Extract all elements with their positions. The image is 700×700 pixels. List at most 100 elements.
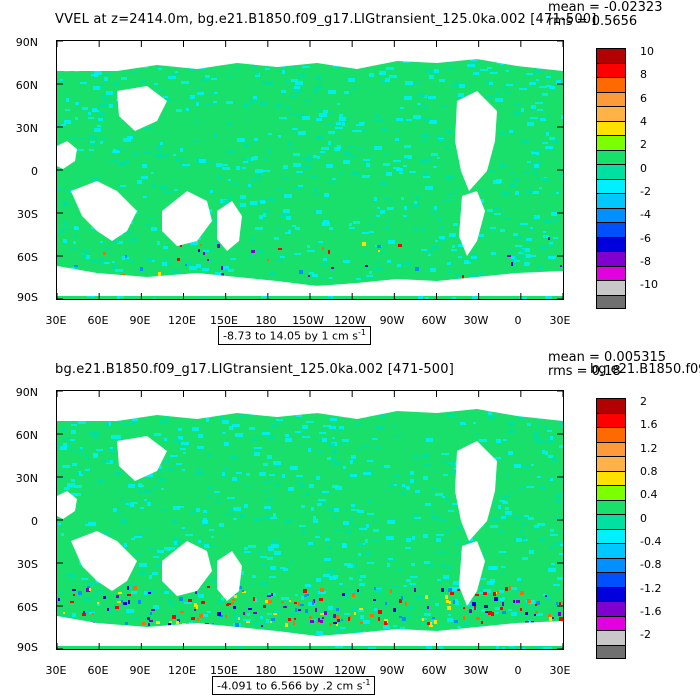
- land-mass: [57, 491, 77, 519]
- lat-label: 60N: [15, 429, 38, 442]
- lat-label: 0: [31, 515, 38, 528]
- lon-label: 0: [514, 314, 522, 327]
- lon-label: 90W: [379, 664, 405, 677]
- land-mass: [71, 181, 137, 241]
- lon-label: 60E: [87, 664, 109, 677]
- colorbar-cell: [596, 135, 626, 150]
- land-mass: [57, 41, 563, 71]
- land-mass: [57, 266, 563, 296]
- colorbar-cell: [596, 572, 626, 587]
- lon-label: 90W: [379, 314, 405, 327]
- colorbar-label: 4: [640, 115, 647, 128]
- colorbar-cell: [596, 630, 626, 645]
- colorbar-cell: [596, 543, 626, 558]
- range-unit-exponent: -1: [362, 678, 371, 687]
- colorbar-label: -1.6: [640, 605, 662, 618]
- lon-label: 90E: [129, 314, 151, 327]
- lon-label: 90E: [129, 664, 151, 677]
- contour-range-box: -4.091 to 6.566 by .2 cm s-1: [212, 676, 376, 695]
- ocean-velocity-map: [57, 41, 563, 299]
- colorbar-cell: [596, 164, 626, 179]
- colorbar-cell: [596, 427, 626, 442]
- mean-value: mean = 0.005315: [548, 350, 667, 365]
- rms-value: rms = 0.5656: [548, 14, 638, 29]
- colorbar-label: 10: [640, 45, 654, 58]
- colorbar-cell: [596, 528, 626, 543]
- colorbar-cell: [596, 77, 626, 92]
- lat-label: 30N: [15, 472, 38, 485]
- colorbar-label: 2: [640, 138, 647, 151]
- land-mass: [162, 541, 212, 596]
- lon-label: 30E: [45, 664, 67, 677]
- colorbar-label: 8: [640, 68, 647, 81]
- lon-label: 0: [514, 664, 522, 677]
- overlapping-title: bg.e21.B1850.f09_g1: [590, 362, 700, 377]
- lon-label: 60E: [87, 314, 109, 327]
- colorbar-cell: [596, 149, 626, 164]
- colorbar-label: -10: [640, 278, 658, 291]
- colorbar-label: -6: [640, 232, 651, 245]
- lon-label: 150W: [292, 314, 324, 327]
- lat-label: 60S: [17, 251, 38, 264]
- land-mass: [459, 541, 485, 606]
- land-mass: [71, 531, 137, 591]
- colorbar-label: 0.8: [640, 465, 658, 478]
- lon-label: 60W: [421, 664, 447, 677]
- ocean-velocity-map: [57, 391, 563, 649]
- rms-value: rms = 0.18: [548, 364, 621, 379]
- panel-title: bg.e21.B1850.f09_g17.LIGtransient_125.0k…: [55, 362, 455, 377]
- land-mass: [459, 191, 485, 256]
- colorbar-cell: [596, 178, 626, 193]
- colorbar-cell: [596, 644, 626, 659]
- colorbar-cell: [596, 62, 626, 77]
- mean-value: mean = -0.02323: [548, 0, 663, 15]
- lon-label: 150E: [210, 664, 238, 677]
- colorbar-cell: [596, 294, 626, 309]
- colorbar-label: -8: [640, 255, 651, 268]
- lon-label: 150E: [210, 314, 238, 327]
- map-panel-bottom: bg.e21.B1850.f09_g17.LIGtransient_125.0k…: [0, 350, 700, 700]
- range-text: -4.091 to 6.566 by .2 cm s: [217, 679, 363, 693]
- colorbar-label: 2: [640, 395, 647, 408]
- lon-label: 120W: [334, 664, 366, 677]
- colorbar-cell: [596, 265, 626, 280]
- colorbar-cell: [596, 456, 626, 471]
- colorbar-cell: [596, 485, 626, 500]
- lon-label: 180: [255, 664, 277, 677]
- land-mass: [217, 551, 242, 601]
- colorbar-cell: [596, 222, 626, 237]
- colorbar-cell: [596, 48, 626, 63]
- colorbar-label: 6: [640, 92, 647, 105]
- colorbar-cell: [596, 499, 626, 514]
- lat-label: 60N: [15, 79, 38, 92]
- colorbar-cell: [596, 586, 626, 601]
- colorbar-cell: [596, 557, 626, 572]
- colorbar-label: 0: [640, 512, 647, 525]
- colorbar-cell: [596, 207, 626, 222]
- lon-label: 150W: [292, 664, 324, 677]
- land-mass: [57, 141, 77, 169]
- lon-label: 30E: [45, 314, 67, 327]
- land-mass: [162, 191, 212, 246]
- colorbar-cell: [596, 470, 626, 485]
- range-text: -8.73 to 14.05 by 1 cm s: [223, 329, 358, 343]
- colorbar-label: -0.8: [640, 558, 662, 571]
- map-plot-area: [56, 40, 564, 300]
- colorbar-cell: [596, 601, 626, 616]
- colorbar-label: 1.6: [640, 418, 658, 431]
- colorbar-label: 0: [640, 162, 647, 175]
- lon-label: 60W: [421, 314, 447, 327]
- land-mass: [217, 201, 242, 251]
- colorbar-label: -2: [640, 628, 651, 641]
- lat-label: 90S: [17, 641, 38, 654]
- lon-label: 30W: [463, 314, 489, 327]
- lat-label: 30N: [15, 122, 38, 135]
- lat-label: 90N: [15, 386, 38, 399]
- map-plot-area: [56, 390, 564, 650]
- range-unit-exponent: -1: [357, 328, 366, 337]
- colorbar: [596, 398, 626, 659]
- lon-label: 180: [255, 314, 277, 327]
- colorbar-cell: [596, 615, 626, 630]
- lat-label: 90S: [17, 291, 38, 304]
- lon-label: 120E: [168, 664, 196, 677]
